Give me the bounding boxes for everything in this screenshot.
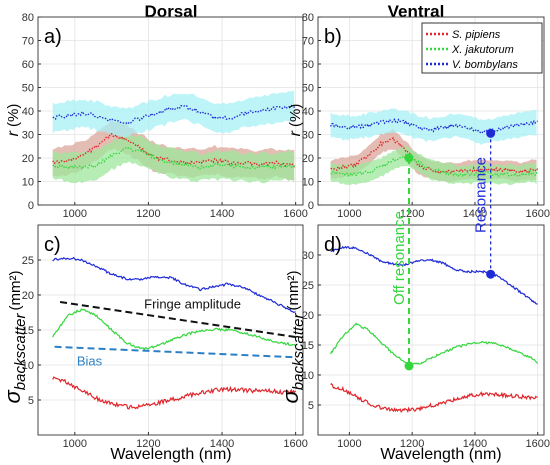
series-line-jakutorum [52, 146, 296, 171]
panel-label-d: d) [324, 234, 342, 256]
x-tick-label: 1400 [463, 438, 487, 450]
panel-label-a: a) [44, 26, 62, 48]
series-line-bombylans [330, 118, 539, 135]
y-tick-label: 15 [22, 325, 34, 337]
x-tick-label: 1200 [136, 438, 160, 450]
y-tick-label: 15 [302, 340, 314, 352]
legend-entry-pipiens: S. pipiens [452, 29, 501, 41]
y-tick-label: 50 [302, 83, 314, 95]
x-tick-label: 1400 [463, 208, 487, 220]
x-tick-label: 1200 [400, 208, 424, 220]
y-tick-label: 30 [22, 130, 34, 142]
bias-line [54, 345, 296, 359]
column-title-ventral: Ventral [388, 2, 445, 21]
x-tick-label: 1600 [525, 208, 549, 220]
x-tick-label: 1000 [63, 438, 87, 450]
x-tick-label: 1000 [63, 208, 87, 220]
series-line-pipiens [52, 132, 297, 168]
column-title-dorsal: Dorsal [145, 2, 198, 21]
x-tick-label: 1200 [400, 438, 424, 450]
y-tick-label: 60 [302, 59, 314, 71]
series-line-jakutorum [330, 153, 539, 178]
y-tick-label: 20 [302, 310, 314, 322]
annotation-resonance: Resonance [473, 157, 490, 233]
y-tick-label: 40 [302, 106, 314, 118]
annotation-off-resonance: Off resonance [391, 211, 408, 305]
y-tick-label: 10 [22, 177, 34, 189]
series-line-bombylans [52, 104, 296, 125]
y-tick-label: 70 [302, 36, 314, 48]
x-tick-label: 1600 [283, 438, 307, 450]
series-line-jakutorum [330, 322, 539, 366]
x-tick-label: 1400 [210, 208, 234, 220]
panel-a: 1000 1200 1400 1600 0 10 20 30 40 50 60 70 80 a) [22, 12, 308, 220]
legend-entry-bombylans: V. bombylans [452, 59, 518, 71]
axes-frame [317, 224, 545, 436]
band-bombylans [330, 108, 537, 145]
x-tick-label: 1200 [136, 208, 160, 220]
y-tick-label: 80 [302, 12, 314, 24]
y-tick-label: 25 [302, 280, 314, 292]
y-tick-label: 0 [308, 200, 314, 212]
panel-label-c: c) [44, 234, 61, 256]
y-tick-label: 0 [28, 200, 34, 212]
y-tick-label: 20 [22, 290, 34, 302]
y-tick-label: 30 [302, 250, 314, 262]
fringe-line [59, 301, 296, 338]
x-tick-label: 1000 [337, 438, 361, 450]
y-tick-label: 40 [22, 106, 34, 118]
panel-label-b: b) [324, 26, 342, 48]
y-tick-label: 60 [22, 59, 34, 71]
annotation-bias: Bias [77, 354, 103, 369]
ylabel-r-right: r(%) [287, 104, 304, 137]
y-tick-label: 80 [22, 12, 34, 24]
ylabel-sigma-left: σbackscatter(mm²) [0, 271, 29, 404]
y-tick-label: 20 [302, 153, 314, 165]
legend-entry-jakutorum: X. jakutorum [451, 44, 514, 56]
series-line-jakutorum [52, 308, 297, 351]
series-line-bombylans [52, 256, 296, 313]
x-tick-label: 1600 [283, 208, 307, 220]
y-tick-label: 5 [308, 400, 314, 412]
legend: S. pipiens X. jakutorum V. bombylans [421, 22, 543, 74]
y-tick-label: 30 [302, 130, 314, 142]
plot-area [318, 225, 544, 435]
band-jakutorum [52, 133, 295, 184]
resonance-connectors: Off resonance Resonance [391, 133, 492, 366]
panel-c: 1000 1200 1400 1600 5 10 15 20 25 c) Fringe amplit… [22, 224, 308, 450]
band-bombylans [52, 90, 295, 138]
x-tick-label: 1600 [525, 438, 549, 450]
y-tick-label: 10 [302, 177, 314, 189]
y-tick-label: 50 [22, 83, 34, 95]
x-tick-label: 1000 [337, 208, 361, 220]
xlabel-left: Wavelength (nm) [110, 446, 231, 463]
series-line-pipiens [52, 376, 297, 410]
y-tick-label: 10 [302, 370, 314, 382]
marker-jakutorum [404, 361, 414, 371]
band-jakutorum [330, 145, 537, 185]
xlabel-right: Wavelength (nm) [380, 446, 501, 463]
y-tick-label: 10 [22, 360, 34, 372]
ylabel-sigma-right: σbackscatter(mm²) [278, 271, 307, 404]
series-line-bombylans [330, 245, 538, 305]
series-line-pipiens [330, 382, 538, 413]
panel-d: 1000 1200 1400 1600 5 10 15 20 25 30 d) [302, 224, 550, 450]
y-tick-label: 20 [22, 153, 34, 165]
ylabel-r-left: r(%) [5, 104, 22, 137]
panel-b: 1000 1200 1400 1600 0 10 20 30 40 50 60 70 80 b) S. pi… [302, 12, 550, 220]
y-tick-label: 70 [22, 36, 34, 48]
x-tick-label: 1400 [210, 438, 234, 450]
annotation-fringe: Fringe amplitude [144, 296, 241, 311]
y-tick-label: 25 [22, 255, 34, 267]
y-tick-label: 5 [28, 395, 34, 407]
